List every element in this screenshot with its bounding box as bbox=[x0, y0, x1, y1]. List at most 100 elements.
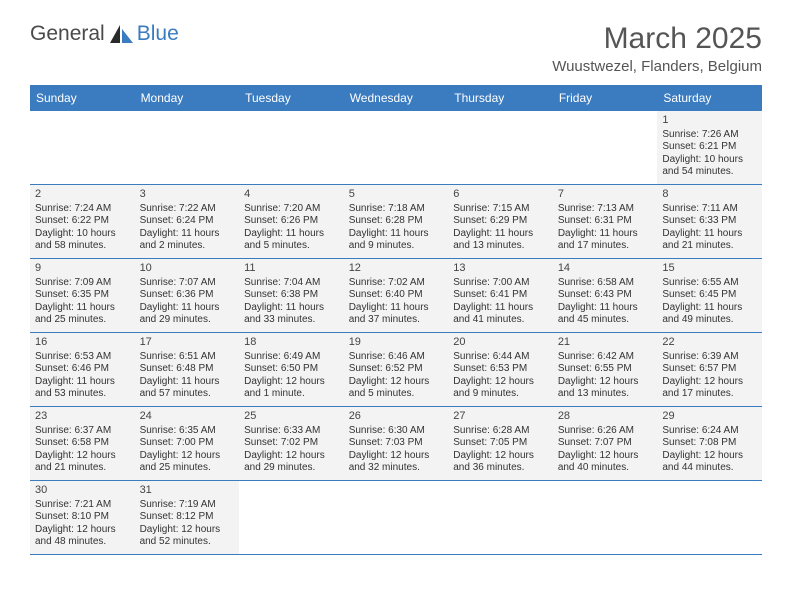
sunset-text: Sunset: 6:22 PM bbox=[35, 215, 130, 228]
sunset-text: Sunset: 7:03 PM bbox=[349, 437, 444, 450]
sunrise-text: Sunrise: 6:39 AM bbox=[662, 351, 757, 364]
sunrise-text: Sunrise: 7:04 AM bbox=[244, 277, 339, 290]
day-number: 14 bbox=[558, 262, 653, 276]
day-number: 13 bbox=[453, 262, 548, 276]
daylight-text: Daylight: 11 hours and 25 minutes. bbox=[35, 302, 130, 327]
location: Wuustwezel, Flanders, Belgium bbox=[552, 58, 762, 75]
daylight-text: Daylight: 12 hours and 32 minutes. bbox=[349, 450, 444, 475]
sunrise-text: Sunrise: 6:37 AM bbox=[35, 425, 130, 438]
calendar-week-row: 1Sunrise: 7:26 AMSunset: 6:21 PMDaylight… bbox=[30, 111, 762, 185]
day-number: 22 bbox=[662, 336, 757, 350]
daylight-text: Daylight: 11 hours and 9 minutes. bbox=[349, 228, 444, 253]
sunrise-text: Sunrise: 6:55 AM bbox=[662, 277, 757, 290]
sunset-text: Sunset: 6:24 PM bbox=[140, 215, 235, 228]
day-number: 31 bbox=[140, 484, 235, 498]
calendar-cell bbox=[239, 481, 344, 555]
sunrise-text: Sunrise: 6:33 AM bbox=[244, 425, 339, 438]
sunset-text: Sunset: 6:57 PM bbox=[662, 363, 757, 376]
daylight-text: Daylight: 11 hours and 29 minutes. bbox=[140, 302, 235, 327]
sunset-text: Sunset: 6:29 PM bbox=[453, 215, 548, 228]
weekday-header: Saturday bbox=[657, 86, 762, 111]
calendar-cell: 14Sunrise: 6:58 AMSunset: 6:43 PMDayligh… bbox=[553, 259, 658, 333]
calendar-week-row: 2Sunrise: 7:24 AMSunset: 6:22 PM Daylight… bbox=[30, 185, 762, 259]
sunset-text: Sunset: 6:53 PM bbox=[453, 363, 548, 376]
sunset-text: Sunset: 8:10 PM bbox=[35, 511, 130, 524]
calendar-cell: 22Sunrise: 6:39 AMSunset: 6:57 PMDayligh… bbox=[657, 333, 762, 407]
day-number: 4 bbox=[244, 188, 339, 202]
logo-text-2: Blue bbox=[137, 22, 179, 46]
calendar-cell: 28Sunrise: 6:26 AMSunset: 7:07 PMDayligh… bbox=[553, 407, 658, 481]
sunrise-text: Sunrise: 7:13 AM bbox=[558, 203, 653, 216]
daylight-text: Daylight: 12 hours and 1 minute. bbox=[244, 376, 339, 401]
daylight-text: Daylight: 11 hours and 13 minutes. bbox=[453, 228, 548, 253]
sunrise-text: Sunrise: 7:11 AM bbox=[662, 203, 757, 216]
sunset-text: Sunset: 7:08 PM bbox=[662, 437, 757, 450]
sunset-text: Sunset: 7:02 PM bbox=[244, 437, 339, 450]
day-number: 20 bbox=[453, 336, 548, 350]
daylight-text: Daylight: 12 hours and 21 minutes. bbox=[35, 450, 130, 475]
daylight-text: Daylight: 11 hours and 37 minutes. bbox=[349, 302, 444, 327]
sunset-text: Sunset: 6:28 PM bbox=[349, 215, 444, 228]
calendar-cell: 10Sunrise: 7:07 AMSunset: 6:36 PMDayligh… bbox=[135, 259, 240, 333]
day-number: 27 bbox=[453, 410, 548, 424]
sunset-text: Sunset: 6:21 PM bbox=[662, 141, 757, 154]
day-number: 12 bbox=[349, 262, 444, 276]
sunrise-text: Sunrise: 6:30 AM bbox=[349, 425, 444, 438]
calendar-cell bbox=[553, 481, 658, 555]
day-number: 10 bbox=[140, 262, 235, 276]
sunrise-text: Sunrise: 7:24 AM bbox=[35, 203, 130, 216]
daylight-text: Daylight: 12 hours and 29 minutes. bbox=[244, 450, 339, 475]
calendar-cell: 9Sunrise: 7:09 AMSunset: 6:35 PMDaylight… bbox=[30, 259, 135, 333]
calendar-cell: 5Sunrise: 7:18 AMSunset: 6:28 PMDaylight… bbox=[344, 185, 449, 259]
sunset-text: Sunset: 6:35 PM bbox=[35, 289, 130, 302]
weekday-header: Thursday bbox=[448, 86, 553, 111]
day-number: 5 bbox=[349, 188, 444, 202]
calendar-cell bbox=[448, 111, 553, 185]
day-number: 28 bbox=[558, 410, 653, 424]
day-number: 7 bbox=[558, 188, 653, 202]
day-number: 2 bbox=[35, 188, 130, 202]
sunrise-text: Sunrise: 6:26 AM bbox=[558, 425, 653, 438]
daylight-text: Daylight: 11 hours and 57 minutes. bbox=[140, 376, 235, 401]
sunset-text: Sunset: 6:31 PM bbox=[558, 215, 653, 228]
sunrise-text: Sunrise: 6:51 AM bbox=[140, 351, 235, 364]
sunrise-text: Sunrise: 7:19 AM bbox=[140, 499, 235, 512]
calendar-cell bbox=[657, 481, 762, 555]
calendar-cell bbox=[553, 111, 658, 185]
sunrise-text: Sunrise: 7:02 AM bbox=[349, 277, 444, 290]
sunset-text: Sunset: 6:46 PM bbox=[35, 363, 130, 376]
sunset-text: Sunset: 6:58 PM bbox=[35, 437, 130, 450]
calendar-cell bbox=[135, 111, 240, 185]
calendar-week-row: 9Sunrise: 7:09 AMSunset: 6:35 PMDaylight… bbox=[30, 259, 762, 333]
calendar-cell: 31Sunrise: 7:19 AMSunset: 8:12 PMDayligh… bbox=[135, 481, 240, 555]
calendar-body: 1Sunrise: 7:26 AMSunset: 6:21 PM Daylight… bbox=[30, 111, 762, 555]
day-number: 15 bbox=[662, 262, 757, 276]
calendar-cell bbox=[239, 111, 344, 185]
calendar-cell bbox=[30, 111, 135, 185]
calendar-cell bbox=[344, 481, 449, 555]
day-number: 1 bbox=[662, 114, 757, 128]
daylight-text: Daylight: 11 hours and 41 minutes. bbox=[453, 302, 548, 327]
weekday-header: Friday bbox=[553, 86, 658, 111]
calendar-cell: 11Sunrise: 7:04 AMSunset: 6:38 PMDayligh… bbox=[239, 259, 344, 333]
daylight-text: Daylight: 11 hours and 49 minutes. bbox=[662, 302, 757, 327]
calendar-cell: 19Sunrise: 6:46 AMSunset: 6:52 PMDayligh… bbox=[344, 333, 449, 407]
sunrise-text: Sunrise: 7:26 AM bbox=[662, 129, 757, 142]
sunset-text: Sunset: 6:38 PM bbox=[244, 289, 339, 302]
day-number: 3 bbox=[140, 188, 235, 202]
calendar-cell: 27Sunrise: 6:28 AMSunset: 7:05 PMDayligh… bbox=[448, 407, 553, 481]
daylight-text: Daylight: 11 hours and 17 minutes. bbox=[558, 228, 653, 253]
sunrise-text: Sunrise: 7:20 AM bbox=[244, 203, 339, 216]
daylight-text: Daylight: 12 hours and 9 minutes. bbox=[453, 376, 548, 401]
calendar-cell bbox=[344, 111, 449, 185]
sunrise-text: Sunrise: 6:24 AM bbox=[662, 425, 757, 438]
day-number: 19 bbox=[349, 336, 444, 350]
sunrise-text: Sunrise: 7:07 AM bbox=[140, 277, 235, 290]
sunset-text: Sunset: 7:00 PM bbox=[140, 437, 235, 450]
day-number: 8 bbox=[662, 188, 757, 202]
day-number: 23 bbox=[35, 410, 130, 424]
day-number: 30 bbox=[35, 484, 130, 498]
sunset-text: Sunset: 7:07 PM bbox=[558, 437, 653, 450]
calendar-table: SundayMondayTuesdayWednesdayThursdayFrid… bbox=[30, 85, 762, 555]
calendar-week-row: 16Sunrise: 6:53 AMSunset: 6:46 PMDayligh… bbox=[30, 333, 762, 407]
